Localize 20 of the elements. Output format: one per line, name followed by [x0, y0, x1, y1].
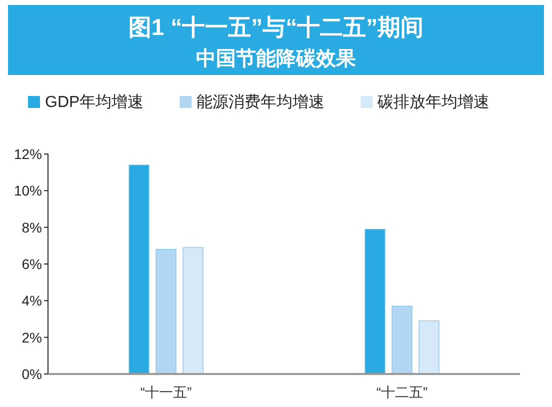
bar	[156, 249, 176, 374]
chart-title: 图1 “十一五”与“十二五”期间	[128, 14, 424, 40]
bar	[128, 164, 150, 374]
bar	[418, 320, 440, 374]
legend-label: GDP年均增速	[45, 93, 144, 111]
y-tick-label: 4%	[22, 292, 42, 309]
x-tick-label: “十一五”	[140, 384, 192, 400]
bar	[392, 306, 412, 374]
bar	[182, 247, 204, 374]
bar	[364, 228, 386, 374]
x-tick-label: “十二五”	[376, 384, 428, 400]
y-tick-label: 2%	[22, 329, 42, 346]
legend-label: 碳排放年均增速	[376, 93, 490, 111]
y-tick-label: 12%	[14, 146, 42, 162]
y-tick-label: 6%	[22, 256, 42, 272]
y-tick-label: 8%	[22, 219, 42, 236]
y-tick-label: 10%	[14, 182, 42, 199]
chart-subtitle: 中国节能降碳效果	[196, 47, 357, 70]
legend-label: 能源消费年均增速	[196, 93, 325, 111]
y-tick-label: 0%	[22, 366, 42, 382]
